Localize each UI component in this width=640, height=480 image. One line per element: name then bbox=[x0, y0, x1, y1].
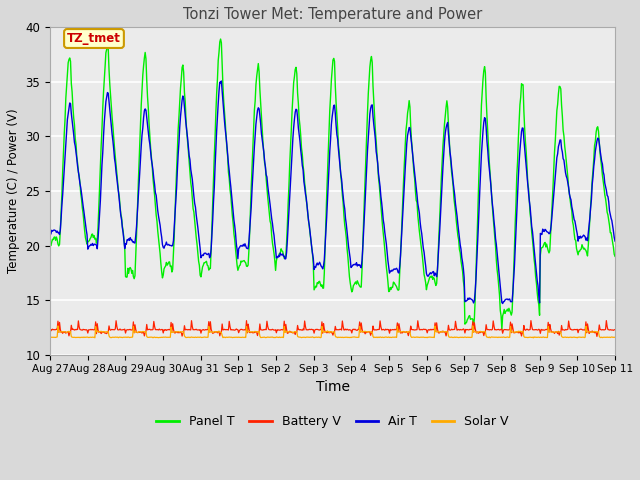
Battery V bbox=[202, 327, 209, 333]
Solar V bbox=[115, 335, 122, 341]
Line: Solar V: Solar V bbox=[50, 326, 615, 338]
Battery V bbox=[593, 334, 601, 339]
Air T bbox=[56, 227, 64, 233]
Line: Air T: Air T bbox=[50, 81, 615, 303]
Battery V bbox=[115, 327, 122, 333]
Battery V bbox=[46, 331, 54, 336]
Air T bbox=[115, 189, 122, 194]
Panel T bbox=[402, 127, 410, 133]
Solar V bbox=[401, 329, 409, 335]
Battery V bbox=[418, 327, 426, 333]
Panel T bbox=[202, 259, 209, 265]
Solar V bbox=[611, 335, 619, 340]
Air T bbox=[499, 300, 506, 306]
Title: Tonzi Tower Met: Temperature and Power: Tonzi Tower Met: Temperature and Power bbox=[183, 7, 482, 22]
Air T bbox=[202, 250, 209, 256]
Panel T bbox=[56, 227, 64, 233]
Battery V bbox=[401, 329, 409, 335]
Solar V bbox=[56, 329, 64, 335]
Solar V bbox=[202, 335, 209, 340]
Air T bbox=[172, 198, 180, 204]
Air T bbox=[46, 231, 54, 237]
Air T bbox=[218, 78, 225, 84]
Battery V bbox=[172, 329, 180, 335]
Panel T bbox=[46, 242, 54, 248]
Solar V bbox=[529, 335, 537, 341]
Panel T bbox=[115, 189, 122, 194]
Panel T bbox=[172, 187, 180, 193]
Line: Battery V: Battery V bbox=[50, 321, 615, 336]
Battery V bbox=[602, 318, 610, 324]
Text: TZ_tmet: TZ_tmet bbox=[67, 32, 121, 45]
Solar V bbox=[418, 334, 426, 340]
Solar V bbox=[172, 329, 180, 335]
Panel T bbox=[217, 36, 225, 42]
X-axis label: Time: Time bbox=[316, 380, 349, 394]
Battery V bbox=[56, 326, 64, 332]
Panel T bbox=[611, 253, 619, 259]
Panel T bbox=[419, 255, 426, 261]
Y-axis label: Temperature (C) / Power (V): Temperature (C) / Power (V) bbox=[7, 108, 20, 273]
Air T bbox=[419, 238, 426, 244]
Air T bbox=[402, 154, 410, 159]
Solar V bbox=[469, 323, 477, 329]
Air T bbox=[611, 238, 619, 244]
Panel T bbox=[498, 327, 506, 333]
Battery V bbox=[611, 327, 619, 333]
Line: Panel T: Panel T bbox=[50, 39, 615, 330]
Legend: Panel T, Battery V, Air T, Solar V: Panel T, Battery V, Air T, Solar V bbox=[151, 410, 514, 433]
Solar V bbox=[46, 335, 54, 340]
